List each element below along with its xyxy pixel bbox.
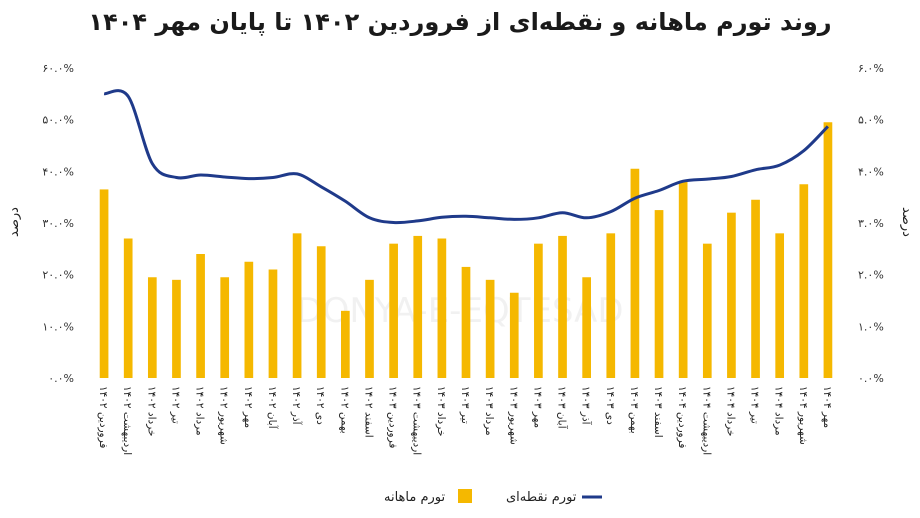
bar-mark <box>316 246 326 378</box>
bar-mark <box>292 233 302 378</box>
category-label: مهر ۱۴۰۳ <box>531 386 543 428</box>
bar-mark <box>123 238 133 378</box>
bar-mark <box>727 212 736 378</box>
category-label: شهریور ۱۴۰۳ <box>507 386 519 445</box>
right-axis-tick: ۱.۰% <box>858 320 884 333</box>
category-label: اردیبهشت ۱۴۰۳ <box>411 386 423 455</box>
category-label: خرداد ۱۴۰۲ <box>145 386 157 436</box>
left-axis-tick: ۴۰.۰% <box>42 165 74 178</box>
bar-mark <box>244 261 254 378</box>
bar-mark <box>485 279 495 378</box>
bar-mark <box>630 168 640 378</box>
left-axis-tick: ۵۰.۰% <box>42 114 74 127</box>
legend-bar-swatch <box>458 489 472 503</box>
category-label: فروردین ۱۴۰۴ <box>676 386 688 448</box>
right-axis-tick: ۰.۰% <box>858 372 884 385</box>
category-labels: فروردین ۱۴۰۲ اردیبهشت ۱۴۰۲ خرداد ۱۴۰۲ تیر ۱… <box>97 386 833 455</box>
bar-mark <box>196 254 205 378</box>
bar-mark <box>220 277 230 378</box>
category-label: مهر ۱۴۰۲ <box>242 386 254 428</box>
category-label: آذر ۱۴۰۳ <box>580 386 593 426</box>
bar-mark <box>437 238 447 378</box>
left-axis-tick: ۲۰.۰% <box>42 269 74 282</box>
category-label: آبان ۱۴۰۳ <box>556 386 569 430</box>
category-label: مرداد ۱۴۰۴ <box>773 386 785 436</box>
watermark-text: DONYA-E-EQTESAD <box>296 291 623 331</box>
watermark: DONYA-E-EQTESAD <box>296 291 623 331</box>
left-axis-ticks: ۰.۰% ۱۰.۰% ۲۰.۰% ۳۰.۰% ۴۰.۰% ۵۰.۰% ۶۰.۰% <box>42 62 74 385</box>
bar-mark <box>389 243 398 378</box>
category-label: مرداد ۱۴۰۳ <box>483 386 495 436</box>
category-label: مرداد ۱۴۰۲ <box>194 386 206 436</box>
bar-mark <box>413 235 423 378</box>
bar-mark <box>775 233 785 378</box>
category-label: تیر ۱۴۰۴ <box>749 386 761 424</box>
bar-mark <box>365 279 374 378</box>
category-label: اردیبهشت ۱۴۰۲ <box>121 386 133 455</box>
left-axis-title: درصد <box>7 207 22 237</box>
bar-mark <box>582 277 591 378</box>
category-label: اردیبهشت ۱۴۰۴ <box>700 386 712 455</box>
category-label: آبان ۱۴۰۲ <box>266 386 279 430</box>
bar-mark <box>461 266 471 378</box>
category-label: شهریور ۱۴۰۲ <box>218 386 230 445</box>
bar-mark <box>268 269 278 378</box>
category-label: تیر ۱۴۰۲ <box>170 386 182 424</box>
right-axis-tick: ۵.۰% <box>858 114 884 127</box>
line-series-path <box>103 89 829 225</box>
bar-mark <box>99 189 109 378</box>
bar-mark <box>702 243 712 378</box>
bar-mark <box>341 310 350 378</box>
bar-mark <box>799 184 809 378</box>
category-label: فروردین ۱۴۰۳ <box>387 386 399 448</box>
bar-mark <box>558 235 567 378</box>
bar-mark <box>654 210 664 378</box>
bar-series <box>99 122 833 378</box>
bar-mark <box>534 243 543 378</box>
category-label: بهمن ۱۴۰۳ <box>628 386 640 434</box>
category-label: تیر ۱۴۰۳ <box>459 386 471 424</box>
right-axis-tick: ۶.۰% <box>858 62 884 75</box>
legend-bar-label: تورم ماهانه <box>384 490 446 505</box>
left-axis-tick: ۱۰.۰% <box>42 320 74 333</box>
category-label: اسفند ۱۴۰۳ <box>652 386 664 438</box>
chart-title: روند تورم ماهانه و نقطه‌ای از فروردین ۱۴… <box>88 8 832 36</box>
bar-mark <box>172 279 181 378</box>
right-axis-tick: ۳.۰% <box>858 217 884 230</box>
line-series <box>103 89 829 225</box>
right-axis-ticks: ۰.۰% ۱.۰% ۲.۰% ۳.۰% ۴.۰% ۵.۰% ۶.۰% <box>858 62 884 385</box>
bar-mark <box>509 292 519 378</box>
left-axis-tick: ۶۰.۰% <box>42 62 74 75</box>
left-axis-tick: ۳۰.۰% <box>42 217 74 230</box>
category-label: خرداد ۱۴۰۳ <box>435 386 447 436</box>
legend-line-label: تورم نقطه‌ای <box>506 490 577 505</box>
category-label: فروردین ۱۴۰۲ <box>97 386 109 448</box>
category-label: مهر ۱۴۰۴ <box>821 386 833 428</box>
left-axis-tick: ۰.۰% <box>48 372 74 385</box>
category-label: آذر ۱۴۰۲ <box>290 386 303 426</box>
category-label: دی ۱۴۰۲ <box>314 386 326 425</box>
category-label: شهریور ۱۴۰۴ <box>797 386 809 445</box>
right-axis-tick: ۲.۰% <box>858 269 884 282</box>
right-axis-tick: ۴.۰% <box>858 165 884 178</box>
bar-mark <box>678 181 688 378</box>
bar-mark <box>147 277 157 378</box>
category-label: اسفند ۱۴۰۲ <box>363 386 375 438</box>
right-axis-title: درصد <box>899 207 914 237</box>
category-label: دی ۱۴۰۳ <box>604 386 616 425</box>
bar-mark <box>751 199 760 378</box>
category-label: خرداد ۱۴۰۴ <box>724 386 736 436</box>
bar-mark <box>606 233 616 378</box>
bar-mark <box>823 122 833 378</box>
legend: تورم نقطه‌ای تورم ماهانه <box>384 489 602 505</box>
category-label: بهمن ۱۴۰۲ <box>338 386 350 434</box>
